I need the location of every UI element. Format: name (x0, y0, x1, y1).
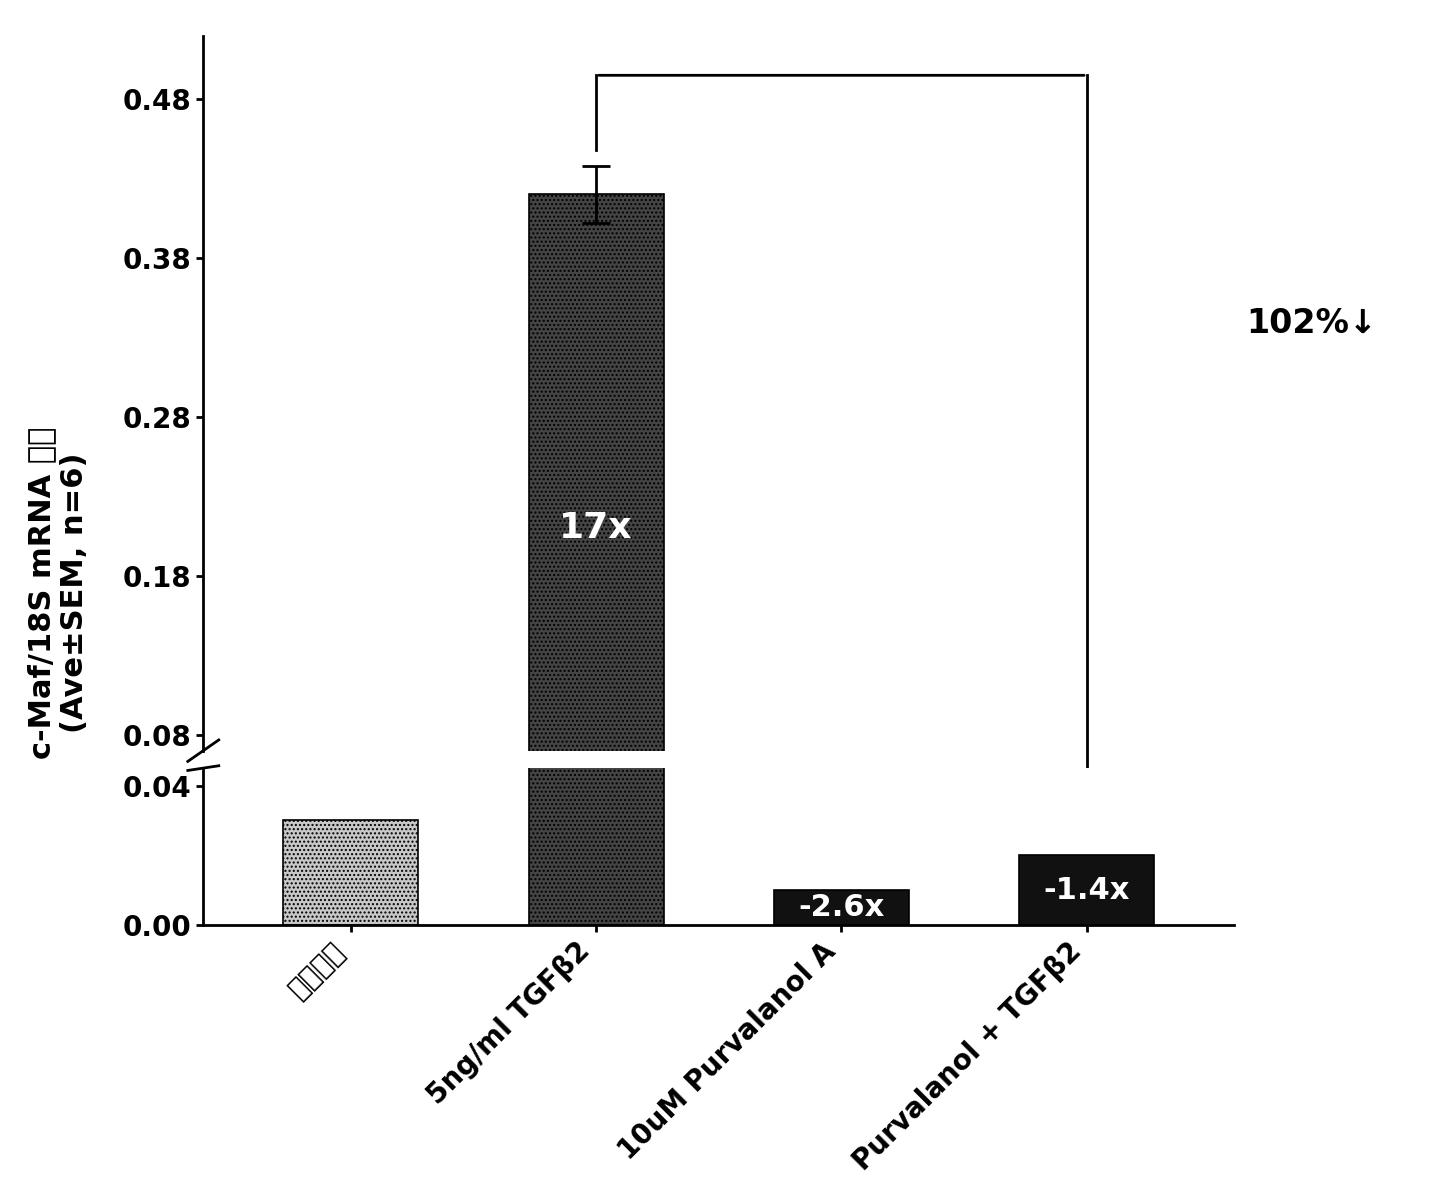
Bar (774, 846, 909, 862)
Text: -2.6x: -2.6x (799, 893, 884, 923)
Bar (529, 0, 664, 925)
Text: 17x: 17x (559, 511, 633, 546)
Bar (1019, 830, 1154, 862)
Bar (529, 195, 664, 862)
Bar (283, 821, 418, 925)
Text: -1.4x: -1.4x (1044, 875, 1130, 905)
Text: c-Maf/18S mRNA 水平
(Ave±SEM, n=6): c-Maf/18S mRNA 水平 (Ave±SEM, n=6) (26, 427, 90, 759)
Bar (774, 891, 909, 925)
Text: 102%↓: 102%↓ (1246, 307, 1378, 339)
Bar (283, 815, 418, 862)
Bar (1019, 855, 1154, 925)
